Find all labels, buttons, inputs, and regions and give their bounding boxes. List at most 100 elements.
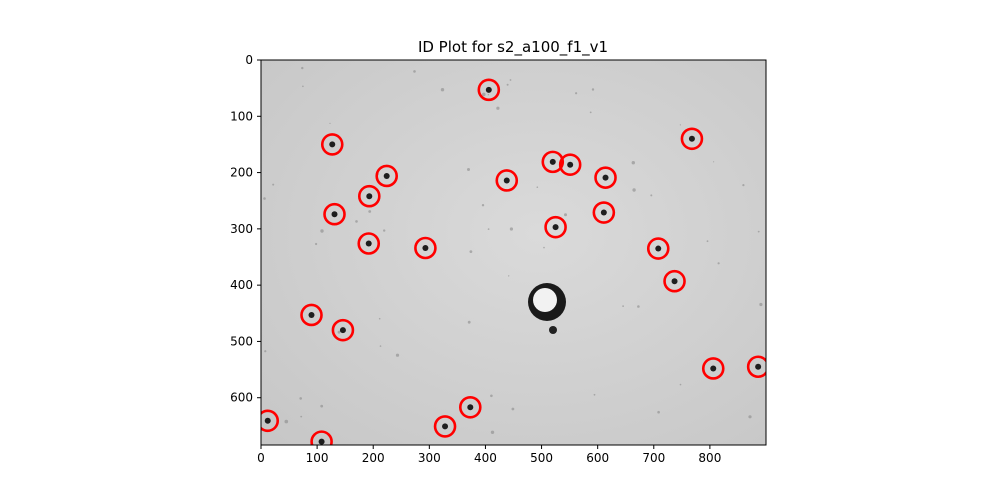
particle xyxy=(567,161,574,168)
x-tick-label: 600 xyxy=(586,451,609,465)
detected-particles xyxy=(264,86,762,445)
id-marker-circle xyxy=(592,201,616,224)
particle xyxy=(422,244,429,251)
particle xyxy=(339,327,346,334)
particle xyxy=(383,172,390,179)
y-tick-label: 400 xyxy=(230,278,253,292)
background-speck xyxy=(320,404,324,408)
id-marker-circle xyxy=(261,409,280,433)
background-speck xyxy=(631,161,635,165)
background-speck xyxy=(706,240,709,243)
particle xyxy=(755,363,762,370)
chart-title: ID Plot for s2_a100_f1_v1 xyxy=(418,38,608,57)
background-speck xyxy=(490,430,495,434)
background-speck xyxy=(757,230,760,233)
id-marker-circle xyxy=(541,150,565,174)
id-marker-circle xyxy=(663,269,686,293)
background-speck xyxy=(413,70,416,73)
id-marker-circle xyxy=(414,236,437,260)
background-speck xyxy=(301,66,304,70)
y-tick-label: 200 xyxy=(230,166,253,180)
id-marker-circle xyxy=(300,303,323,327)
particle xyxy=(602,174,609,181)
background-speck xyxy=(395,353,400,357)
id-marker-circle xyxy=(680,127,704,151)
background-speck xyxy=(589,111,592,114)
background-speck xyxy=(469,250,473,254)
background-speck xyxy=(536,186,539,188)
id-marker-circle xyxy=(357,184,381,208)
y-tick-label: 600 xyxy=(230,391,253,405)
background-speck xyxy=(657,410,660,414)
particle xyxy=(318,438,325,445)
id-marker-circle xyxy=(433,415,457,438)
background-speck xyxy=(575,92,578,95)
background-speck xyxy=(300,415,303,418)
id-marker-circle xyxy=(594,166,617,189)
id-marker-circle xyxy=(310,430,333,445)
background-speck xyxy=(379,345,382,347)
background-speck xyxy=(713,161,715,163)
background-speck xyxy=(717,262,720,265)
background-speck xyxy=(302,85,304,88)
particle xyxy=(710,365,717,372)
background-speck xyxy=(511,407,515,411)
large-bubble xyxy=(528,283,566,334)
particle xyxy=(552,224,559,231)
x-axis: 0 100 200 300 400 500 600 700 800 xyxy=(257,445,721,465)
plot-area xyxy=(261,60,766,445)
background-speck xyxy=(632,188,636,192)
id-marker-circle xyxy=(477,78,501,102)
x-tick-label: 800 xyxy=(698,451,721,465)
background-speck xyxy=(742,184,745,187)
background-speck xyxy=(482,92,486,97)
particle xyxy=(308,311,315,318)
id-marker-circle xyxy=(375,164,398,188)
particle xyxy=(442,423,449,430)
id-marker-circle xyxy=(746,355,766,379)
y-tick-label: 0 xyxy=(245,53,253,67)
background-speck xyxy=(637,305,640,308)
particle xyxy=(671,278,678,285)
background-speck xyxy=(284,419,289,424)
y-axis: 0 100 200 300 400 500 600 xyxy=(230,53,261,405)
x-tick-label: 200 xyxy=(362,451,385,465)
id-marker-circle xyxy=(544,215,567,239)
particle xyxy=(329,141,336,148)
background-speck xyxy=(496,106,500,110)
particle xyxy=(688,135,695,142)
background-speck xyxy=(264,350,267,353)
x-tick-label: 500 xyxy=(530,451,553,465)
plot-frame xyxy=(260,59,767,446)
background-speck xyxy=(759,302,763,307)
particle xyxy=(331,211,338,218)
x-tick-label: 300 xyxy=(418,451,441,465)
background-speck xyxy=(337,330,341,334)
background-speck xyxy=(593,393,596,396)
id-marker-circle xyxy=(323,202,346,226)
background-speck xyxy=(506,83,509,86)
background-speck xyxy=(329,122,331,124)
x-tick-label: 0 xyxy=(257,451,265,465)
id-markers xyxy=(261,78,766,445)
y-tick-label: 500 xyxy=(230,334,253,348)
particle xyxy=(366,193,373,200)
background-speck xyxy=(543,246,545,249)
id-marker-circle xyxy=(357,232,381,255)
background-speck xyxy=(679,124,682,126)
background-speck xyxy=(467,320,471,324)
particle xyxy=(600,209,607,216)
background-speck xyxy=(622,305,624,307)
y-tick-label: 100 xyxy=(230,109,253,123)
background-speck xyxy=(272,183,275,186)
id-marker-circle xyxy=(701,357,725,380)
x-tick-label: 400 xyxy=(474,451,497,465)
id-marker-circle xyxy=(331,318,355,342)
particle xyxy=(467,404,474,411)
id-marker-circle xyxy=(495,169,519,192)
background-speck xyxy=(383,229,386,232)
background-speck xyxy=(440,88,445,92)
background-speck xyxy=(508,275,510,277)
x-tick-label: 100 xyxy=(306,451,329,465)
